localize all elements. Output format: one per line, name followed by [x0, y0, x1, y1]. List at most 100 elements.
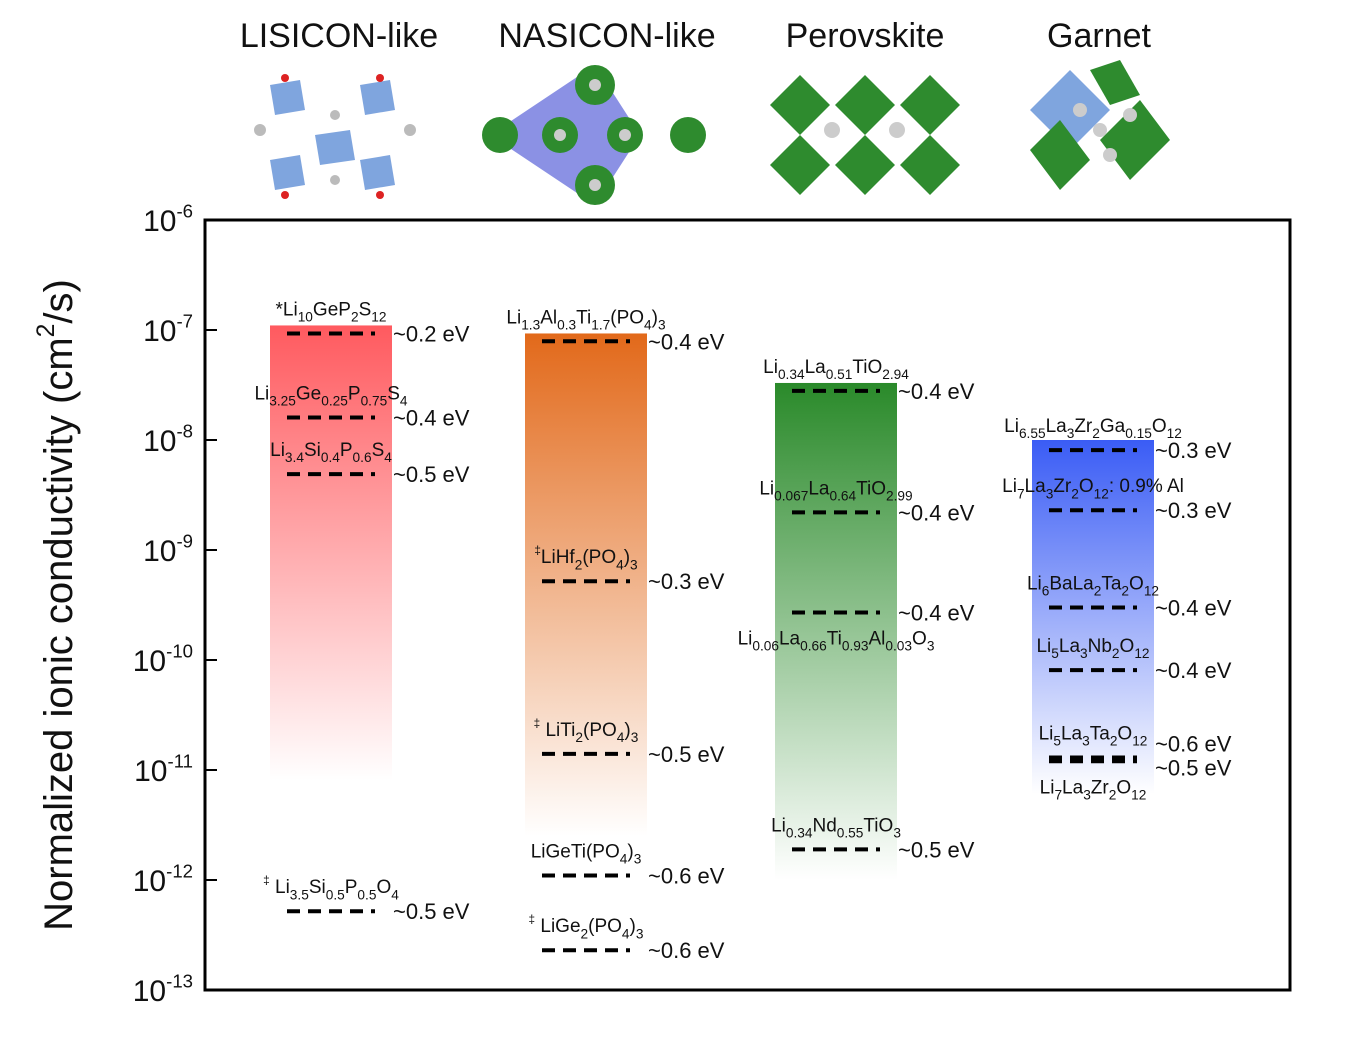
text-segment: 1.3 [521, 317, 540, 332]
text-segment: 4 [644, 317, 652, 332]
text-segment: 7 [1054, 787, 1062, 802]
text-segment: : 0.9% Al [1109, 476, 1184, 497]
formula-label: Li1.3Al0.3Ti1.7(PO4)3 [506, 307, 665, 332]
y-tick-label: 10-8 [143, 421, 193, 459]
structure-nasicon [482, 65, 706, 205]
formula-label: Li3.25Ge0.25P0.75S4 [254, 384, 407, 409]
text-segment: 4 [620, 852, 628, 867]
plot-frame [203, 218, 1292, 992]
text-segment: 5 [1051, 646, 1059, 661]
text-segment: Al [540, 307, 557, 328]
text-segment: Li [270, 877, 290, 898]
text-segment: 2 [351, 310, 359, 325]
text-segment: 2 [33, 324, 60, 338]
text-segment: (PO [588, 916, 622, 937]
text-segment: 0.067 [774, 488, 808, 503]
activation-energy: ~0.2 eV [393, 321, 470, 346]
text-segment: -12 [166, 861, 193, 882]
text-segment: 0.15 [1125, 426, 1152, 441]
formula-label: Li0.067La0.64TiO2.99 [759, 478, 912, 503]
text-segment: 4 [616, 557, 624, 572]
text-segment: (PO [610, 307, 644, 328]
text-segment: ‡ [534, 545, 541, 558]
text-segment: -6 [176, 201, 193, 222]
activation-energy: ~0.5 eV [898, 837, 975, 862]
text-segment: Li [1002, 476, 1017, 497]
text-segment: Li [506, 307, 521, 328]
activation-energy: ~0.6 eV [648, 863, 725, 888]
text-segment: 12 [1134, 646, 1149, 661]
formula-label: LiGeTi(PO4)3 [531, 841, 642, 866]
text-segment: Li [1004, 416, 1019, 437]
structure-lisicon [254, 74, 416, 199]
text-segment: TiO [863, 815, 893, 836]
text-segment: 0.5 [357, 887, 376, 902]
text-segment: 0.25 [321, 394, 348, 409]
text-segment: 4 [400, 394, 408, 409]
text-segment: Ta [1090, 723, 1111, 744]
text-segment: 0.75 [361, 394, 388, 409]
activation-energy: ~0.3 eV [1155, 438, 1232, 463]
text-segment: LiGeTi(PO [531, 841, 620, 862]
text-segment: 3.25 [269, 394, 296, 409]
text-segment: 3 [893, 825, 901, 840]
text-segment: P [348, 384, 361, 405]
formula-label: ‡ LiGe2(PO4)3 [529, 914, 644, 942]
activation-energy: ~0.4 eV [393, 406, 470, 431]
text-segment: O [1116, 777, 1131, 798]
text-segment: *Li [276, 299, 298, 320]
text-segment: Ti [576, 307, 591, 328]
text-segment: La [805, 357, 827, 378]
text-segment: Zr [1074, 416, 1093, 437]
text-segment: 4 [622, 926, 630, 941]
text-segment: La [1061, 723, 1083, 744]
text-segment: ) [630, 916, 636, 937]
text-segment: Ga [1100, 416, 1126, 437]
text-segment: 4 [384, 450, 392, 465]
text-segment: LiGe [535, 916, 580, 937]
text-segment: 2 [1121, 584, 1129, 599]
activation-energy: ~0.4 eV [648, 329, 725, 354]
y-tick-label: 10-10 [133, 641, 193, 679]
text-segment: 2 [1112, 646, 1120, 661]
text-segment: 10 [133, 645, 166, 678]
text-segment: 10 [134, 755, 167, 788]
text-segment: La [1059, 636, 1081, 657]
text-segment: 2 [1109, 787, 1117, 802]
text-segment: Si [304, 440, 321, 461]
text-segment: 10 [143, 535, 176, 568]
text-segment: Nd [812, 815, 836, 836]
text-segment: 2 [1110, 734, 1118, 749]
activation-energy: ~0.5 eV [393, 899, 470, 924]
text-segment: Normalized ionic conductivity (cm [37, 337, 81, 931]
bar [525, 333, 647, 837]
activation-energy: ~0.4 eV [1155, 596, 1232, 621]
text-segment: 3 [1080, 646, 1088, 661]
text-segment: 0.34 [778, 367, 805, 382]
text-segment: Li [270, 440, 285, 461]
formula-label: Li6BaLa2Ta2O12 [1027, 574, 1159, 599]
text-segment: 3 [1067, 426, 1075, 441]
formula-label: Li3.4Si0.4P0.6S4 [270, 440, 392, 465]
text-segment: 0.03 [885, 639, 912, 654]
text-segment: Li [1040, 777, 1055, 798]
text-segment: 0.64 [830, 488, 857, 503]
text-segment: -11 [168, 751, 194, 772]
text-segment: La [1025, 476, 1047, 497]
bar [775, 382, 897, 880]
text-segment: 3 [630, 557, 638, 572]
text-segment: O [1079, 476, 1094, 497]
text-segment: 2.94 [882, 367, 909, 382]
text-segment: 2 [575, 557, 583, 572]
text-segment: 12 [371, 310, 386, 325]
text-segment: ) [652, 307, 658, 328]
text-segment: Li [1036, 636, 1051, 657]
text-segment: 0.4 [321, 450, 340, 465]
text-segment: TiO [852, 357, 882, 378]
text-segment: Ta [1101, 574, 1122, 595]
text-segment: 10 [143, 315, 176, 348]
formula-label: ‡ LiTi2(PO4)3 [534, 717, 639, 745]
y-tick-label: 10-13 [133, 971, 193, 1009]
text-segment: 0.5 [326, 887, 345, 902]
text-segment: O [1117, 723, 1132, 744]
